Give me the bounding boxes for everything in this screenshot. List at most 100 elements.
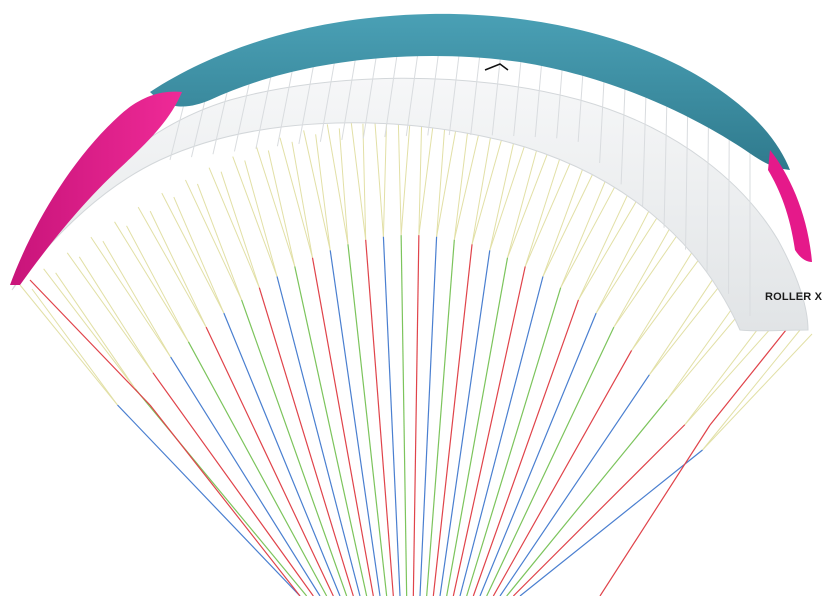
upper-line	[315, 134, 331, 251]
main-line	[452, 266, 526, 596]
main-line	[499, 374, 650, 596]
main-line	[365, 239, 394, 596]
upper-line	[196, 183, 243, 301]
model-label: ROLLER X	[765, 291, 823, 303]
upper-line	[524, 146, 565, 267]
canopy-rib	[341, 55, 357, 141]
upper-line	[208, 167, 260, 288]
canopy-rib	[384, 52, 398, 138]
main-line	[311, 257, 374, 596]
upper-line	[374, 116, 384, 237]
upper-line	[43, 268, 136, 390]
main-line	[382, 236, 401, 596]
canopy-rib	[513, 51, 523, 137]
upper-line	[436, 116, 446, 237]
main-line	[492, 350, 633, 596]
main-line	[276, 276, 361, 596]
upper-line	[489, 130, 517, 251]
upper-line	[55, 272, 136, 390]
main-line	[426, 239, 455, 596]
main-line	[432, 244, 473, 596]
canopy-rib	[685, 103, 689, 250]
main-line	[412, 235, 420, 596]
canopy-rib	[405, 51, 419, 137]
main-line	[205, 326, 334, 596]
upper-line	[436, 120, 458, 237]
upper-line	[137, 206, 207, 328]
brake-line	[709, 324, 791, 426]
upper-line	[149, 210, 207, 328]
canopy-rib	[663, 93, 668, 228]
upper-line	[524, 150, 577, 267]
main-line	[519, 449, 703, 596]
main-line	[117, 404, 301, 596]
main-line	[347, 244, 388, 596]
main-line	[241, 299, 348, 596]
canopy-rib	[620, 74, 627, 185]
canopy-rib	[534, 52, 544, 138]
top-surface-marks	[484, 63, 509, 71]
upper-line	[291, 141, 313, 258]
main-line	[400, 235, 408, 596]
upper-line	[102, 240, 172, 358]
upper-line	[161, 192, 225, 314]
upper-line	[279, 137, 313, 258]
upper-line	[338, 128, 349, 245]
upper-line	[255, 146, 296, 267]
main-line	[170, 356, 321, 596]
canopy-rib	[319, 58, 336, 142]
upper-line	[185, 179, 243, 301]
canopy-underside	[11, 77, 809, 332]
upper-line	[397, 115, 402, 236]
upper-line	[382, 120, 388, 237]
upper-line	[173, 196, 225, 314]
upper-line	[66, 252, 154, 374]
upper-line	[232, 156, 278, 277]
canopy-rib	[448, 49, 461, 136]
canopy-rib	[298, 60, 315, 145]
upper-line	[220, 171, 260, 288]
upper-line	[303, 130, 331, 251]
upper-line	[400, 119, 411, 236]
upper-line	[471, 124, 494, 245]
upper-line	[702, 329, 801, 451]
main-line	[506, 399, 668, 596]
upper-line	[126, 225, 189, 343]
wingtip-left	[10, 91, 182, 285]
canopy-rib	[706, 113, 710, 272]
canopy-rib	[362, 53, 378, 139]
main-line	[439, 250, 491, 596]
upper-line	[560, 171, 624, 288]
main-line	[187, 341, 328, 596]
upper-line	[114, 221, 189, 343]
canopy-rib	[255, 66, 274, 149]
upper-line	[418, 115, 423, 236]
upper-line	[19, 284, 118, 406]
upper-line	[542, 156, 588, 277]
main-line	[294, 266, 368, 596]
main-line	[329, 250, 381, 596]
upper-line	[326, 124, 349, 245]
upper-line	[78, 256, 154, 374]
upper-line	[507, 141, 553, 258]
main-line	[258, 287, 354, 596]
upper-line	[542, 160, 600, 277]
main-line	[152, 372, 314, 596]
main-line	[223, 312, 341, 596]
upper-line	[577, 179, 635, 301]
main-line	[419, 236, 438, 596]
upper-line	[362, 123, 367, 240]
main-line	[479, 312, 597, 596]
upper-line	[350, 119, 367, 240]
upper-line	[560, 167, 612, 288]
upper-line	[90, 236, 172, 358]
main-line	[472, 299, 579, 596]
canopy-rib	[427, 50, 440, 136]
canopy-rib	[728, 123, 730, 294]
canopy-rib	[642, 84, 647, 206]
canopy-leading-edge	[150, 13, 790, 170]
upper-line	[489, 134, 529, 251]
upper-line	[267, 150, 296, 267]
canopy-rib	[276, 63, 295, 147]
